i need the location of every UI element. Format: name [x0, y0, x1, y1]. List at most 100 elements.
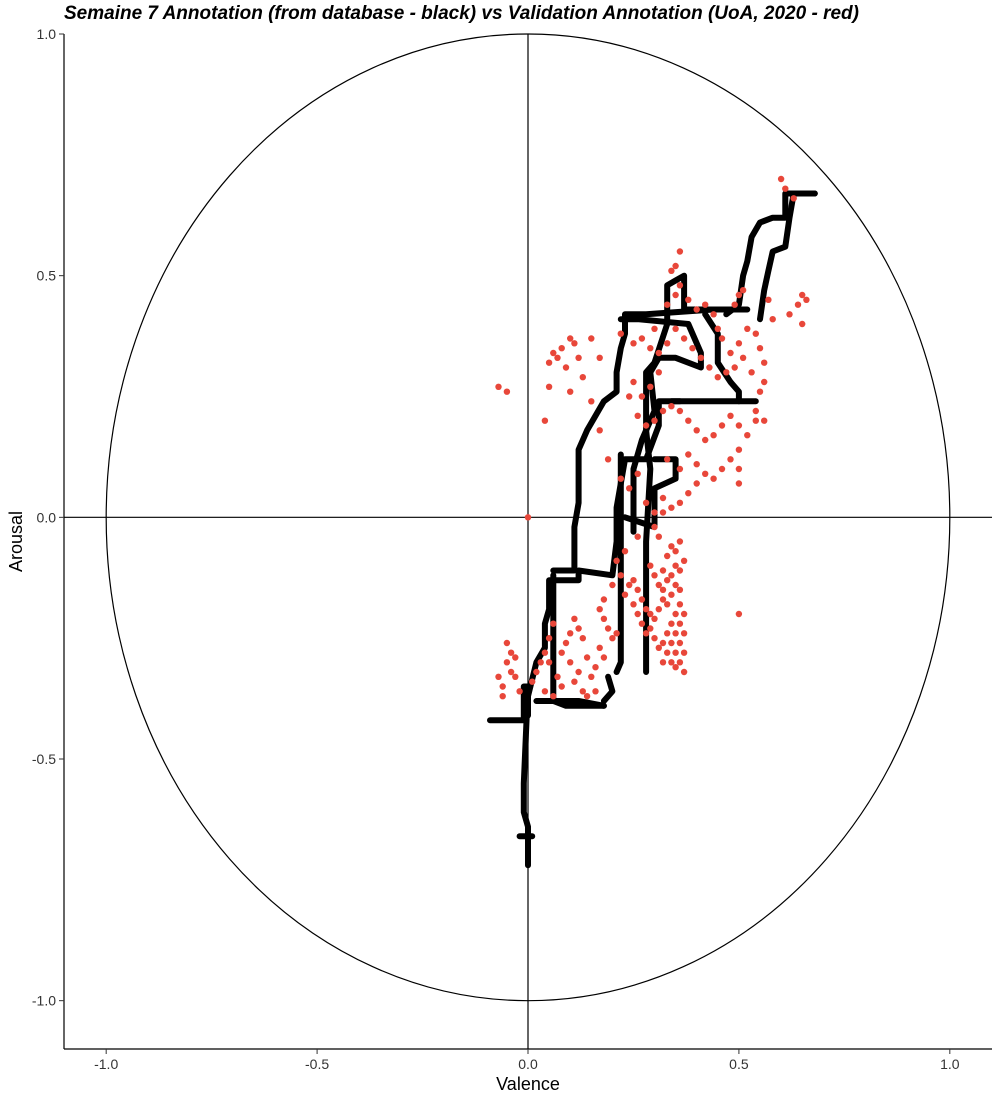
validation-point-133 [651, 615, 658, 622]
validation-point-134 [647, 610, 654, 618]
validation-point-6 [554, 354, 561, 361]
validation-point-111 [668, 504, 675, 511]
validation-point-184 [583, 654, 591, 661]
validation-point-16 [588, 398, 595, 405]
validation-point-14 [588, 335, 595, 342]
validation-point-79 [794, 301, 802, 308]
validation-point-132 [655, 606, 662, 613]
validation-point-198 [545, 635, 553, 642]
validation-point-172 [617, 572, 624, 579]
validation-point-179 [613, 630, 620, 637]
axes-layer: -1.0 -0.5 0.0 0.5 1.0 1.0 0.5 0.0 -0.5 -1.0 [32, 26, 992, 1072]
y-tick-label: -0.5 [32, 751, 56, 767]
validation-point-189 [562, 639, 570, 647]
validation-point-131 [659, 596, 667, 603]
x-tick-label: -0.5 [305, 1056, 329, 1072]
validation-point-144 [642, 630, 650, 637]
validation-point-43 [723, 369, 730, 376]
validation-point-53 [638, 393, 646, 400]
validation-point-124 [664, 577, 671, 584]
x-tick-label: 0.5 [729, 1056, 749, 1072]
validation-point-157 [664, 649, 671, 656]
validation-point-164 [676, 659, 684, 666]
validation-point-65 [710, 432, 717, 439]
validation-point-50 [664, 340, 671, 347]
validation-point-152 [676, 601, 684, 608]
validation-point-84 [765, 296, 772, 303]
validation-point-114 [634, 533, 641, 540]
validation-point-107 [735, 480, 743, 487]
validation-point-137 [634, 586, 641, 593]
validation-point-44 [714, 374, 721, 381]
validation-point-209 [499, 683, 506, 690]
validation-point-17 [596, 427, 603, 434]
validation-point-208 [495, 673, 502, 680]
validation-point-21 [638, 335, 646, 342]
validation-point-37 [752, 330, 759, 337]
validation-point-207 [541, 688, 549, 695]
database-trajectory-9 [617, 316, 704, 535]
database-trajectory-5 [600, 673, 616, 704]
validation-point-173 [609, 581, 616, 589]
validation-point-182 [592, 664, 599, 671]
reference-layer [64, 33, 992, 1049]
validation-point-113 [651, 523, 658, 531]
validation-point-75 [777, 175, 785, 183]
validation-point-178 [609, 635, 616, 642]
validation-point-19 [617, 330, 624, 337]
validation-point-86 [735, 291, 743, 299]
validation-point-10 [575, 354, 582, 361]
validation-point-129 [668, 591, 675, 598]
validation-point-101 [702, 470, 709, 477]
validation-point-1 [503, 388, 511, 395]
validation-point-12 [579, 374, 586, 381]
validation-point-217 [512, 654, 519, 661]
validation-point-36 [744, 325, 751, 332]
chart-title: Semaine 7 Annotation (from database - bl… [64, 3, 859, 24]
validation-point-39 [761, 359, 768, 366]
validation-point-140 [621, 591, 629, 598]
validation-point-110 [676, 499, 684, 506]
validation-point-136 [638, 596, 646, 603]
validation-point-193 [571, 678, 578, 685]
validation-point-96 [659, 494, 667, 502]
validation-point-13 [571, 340, 578, 347]
validation-point-163 [680, 649, 688, 656]
database-trajectory-10 [622, 456, 679, 530]
validation-point-100 [693, 461, 700, 468]
validation-point-48 [680, 335, 688, 342]
validation-point-57 [642, 422, 650, 429]
validation-point-23 [655, 349, 662, 357]
validation-point-145 [647, 625, 654, 632]
validation-point-201 [533, 668, 540, 676]
validation-point-151 [672, 610, 679, 618]
validation-point-186 [575, 625, 582, 632]
validation-point-169 [672, 548, 679, 555]
validation-point-180 [596, 644, 603, 651]
validation-point-41 [739, 354, 747, 361]
validation-point-162 [680, 630, 688, 637]
validation-point-32 [714, 325, 721, 332]
database-trajectory-0 [487, 683, 531, 869]
validation-point-119 [659, 567, 667, 574]
validation-point-87 [731, 301, 738, 308]
validation-point-74 [761, 417, 768, 424]
validation-point-213 [512, 673, 519, 680]
validation-point-29 [693, 306, 700, 313]
validation-point-69 [744, 432, 751, 439]
validation-point-155 [672, 630, 679, 637]
validation-point-146 [651, 635, 658, 642]
validation-point-9 [567, 335, 574, 342]
validation-point-149 [664, 630, 671, 637]
validation-point-58 [651, 417, 658, 424]
validation-point-142 [634, 610, 641, 618]
validation-point-161 [676, 639, 684, 647]
validation-point-183 [588, 673, 595, 680]
validation-point-93 [634, 470, 641, 477]
validation-point-76 [782, 185, 789, 192]
validation-point-219 [524, 514, 532, 521]
validation-point-102 [710, 475, 717, 482]
validation-point-30 [702, 301, 709, 308]
validation-point-168 [680, 557, 688, 564]
